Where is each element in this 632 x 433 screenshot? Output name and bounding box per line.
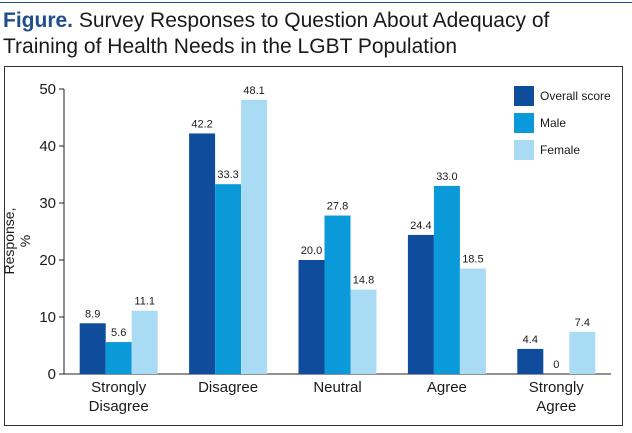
bar-male: [105, 342, 132, 374]
data-label: 48.1: [243, 85, 264, 97]
figure-label: Figure.: [3, 9, 74, 32]
legend-label-overall: Overall score: [540, 88, 611, 103]
x-tick-label: Agree: [427, 379, 467, 396]
legend-item-overall: Overall score: [514, 82, 611, 109]
data-label: 4.4: [523, 334, 538, 346]
x-tick-label: Disagree: [198, 379, 258, 396]
bar-female: [241, 99, 268, 374]
y-tick-label: 50: [39, 81, 56, 98]
x-tick-label: Neutral: [313, 379, 361, 396]
data-label: 33.3: [217, 169, 238, 181]
x-tick-label: Strongly: [529, 379, 585, 396]
bar-male: [215, 184, 242, 374]
figure-title-text: Survey Responses to Question About Adequ…: [3, 9, 550, 58]
legend-swatch-overall: [514, 85, 534, 106]
data-label: 7.4: [575, 317, 590, 329]
legend-label-female: Female: [540, 142, 581, 157]
x-tick-label: Strongly: [91, 379, 147, 396]
legend-label-male: Male: [540, 115, 567, 130]
legend-item-female: Female: [514, 136, 611, 163]
data-label: 0: [553, 359, 559, 371]
data-label: 11.1: [134, 296, 155, 308]
bar-female: [131, 310, 158, 374]
bar-female: [350, 289, 377, 374]
data-label: 24.4: [410, 220, 431, 232]
x-tick-label: Disagree: [89, 398, 149, 415]
figure-title: Figure. Survey Responses to Question Abo…: [3, 8, 603, 60]
bar-male: [433, 185, 460, 374]
y-tick-label: 0: [48, 366, 56, 383]
legend-swatch-female: [514, 139, 534, 160]
x-tick-label: Agree: [536, 398, 576, 415]
bar-overall: [79, 323, 106, 374]
bar-male: [324, 215, 351, 374]
y-tick-label: 40: [39, 138, 56, 155]
title-rule: [0, 2, 632, 3]
bar-female: [459, 268, 486, 374]
bar-overall: [298, 260, 325, 374]
data-label: 14.8: [353, 275, 374, 287]
bar-overall: [517, 348, 544, 374]
y-tick-label: 10: [39, 309, 56, 326]
data-label: 33.0: [436, 171, 457, 183]
data-label: 8.9: [85, 308, 100, 320]
bar-female: [569, 331, 596, 374]
data-label: 27.8: [327, 201, 348, 213]
data-label: 20.0: [301, 245, 322, 257]
chart-frame: [4, 66, 623, 426]
bar-overall: [189, 133, 216, 374]
y-tick-label: 20: [39, 252, 56, 269]
legend-item-male: Male: [514, 109, 611, 136]
data-label: 18.5: [462, 254, 483, 266]
data-label: 42.2: [191, 118, 212, 130]
data-label: 5.6: [111, 327, 126, 339]
y-tick-label: 30: [39, 195, 56, 212]
legend-swatch-male: [514, 112, 534, 133]
legend: Overall score Male Female: [514, 82, 611, 163]
bar-overall: [407, 234, 434, 374]
